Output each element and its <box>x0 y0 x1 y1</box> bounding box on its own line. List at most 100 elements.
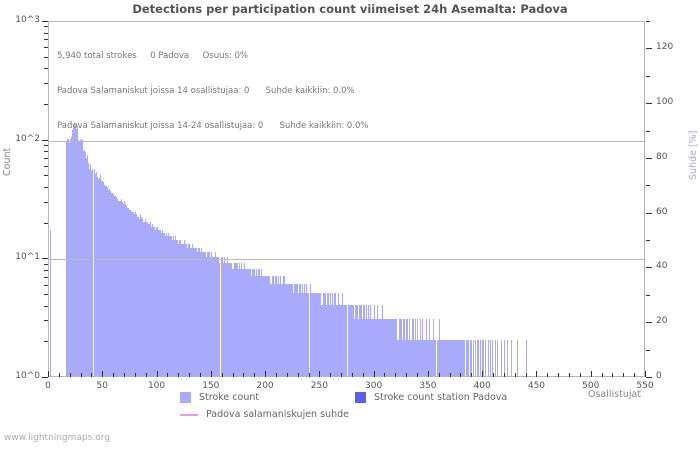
histogram-bar <box>251 268 254 376</box>
histogram-bar <box>149 221 152 376</box>
histogram-bar <box>357 304 359 376</box>
histogram-bar <box>247 268 249 376</box>
histogram-bar <box>132 212 134 376</box>
histogram-bar <box>449 340 451 376</box>
histogram-bar <box>145 221 147 376</box>
histogram-bar <box>160 233 162 376</box>
histogram-bar <box>444 340 446 376</box>
histogram-bar <box>287 283 289 376</box>
histogram-bar <box>495 340 497 376</box>
y-tick-minor <box>44 186 48 188</box>
histogram-bar <box>223 257 225 376</box>
histogram-bar <box>179 240 181 376</box>
histogram-bar <box>258 268 260 376</box>
x-tick-minor <box>58 373 60 377</box>
histogram-bar <box>380 319 382 376</box>
x-tick-minor <box>384 373 386 377</box>
histogram-bar <box>203 252 205 376</box>
x-tick-minor <box>91 373 93 377</box>
histogram-bar <box>236 262 238 376</box>
histogram-bar <box>182 243 184 376</box>
y2-tick-major <box>646 212 652 214</box>
y2-tick-major <box>646 267 652 269</box>
y2-tick-minor <box>646 294 650 296</box>
annotation-line-3: Padova Salamaniskut joissa 14-24 osallis… <box>57 120 369 131</box>
histogram-bar <box>281 283 283 376</box>
histogram-bar <box>218 257 220 376</box>
histogram-bar <box>157 230 159 376</box>
x-tick-minor <box>612 373 614 377</box>
legend-item[interactable]: Stroke count station Padova <box>355 392 507 403</box>
x-tick-minor <box>579 373 581 377</box>
legend-line-marker <box>180 413 198 416</box>
histogram-bar <box>426 340 428 376</box>
legend-label: Stroke count <box>199 392 260 403</box>
histogram-bar <box>371 319 373 376</box>
gridline <box>49 259 644 261</box>
x-tick-major <box>102 371 104 377</box>
legend-item[interactable]: Stroke count <box>180 392 259 403</box>
y-tick-minor <box>44 276 48 278</box>
bars-layer <box>49 22 644 376</box>
x-tick-major <box>319 371 321 377</box>
histogram-bar <box>216 257 218 376</box>
histogram-bar <box>437 340 439 376</box>
histogram-bar <box>192 243 194 376</box>
histogram-bar <box>177 240 179 376</box>
histogram-bar <box>421 340 423 376</box>
histogram-bar <box>130 210 132 376</box>
x-tick-minor <box>351 373 353 377</box>
histogram-bar <box>270 283 272 376</box>
histogram-bar <box>303 293 305 376</box>
y2-tick-label: 80 <box>656 151 668 162</box>
x-tick-major <box>48 371 49 377</box>
histogram-bar <box>416 319 419 376</box>
histogram-bar <box>345 304 347 376</box>
x-tick-label: 200 <box>256 381 274 391</box>
x-tick-minor <box>113 373 115 377</box>
histogram-bar <box>104 184 106 376</box>
histogram-bar <box>249 268 251 376</box>
x-tick-minor <box>525 373 527 377</box>
x-tick-minor <box>134 373 136 377</box>
histogram-bar <box>278 275 280 376</box>
histogram-bar <box>93 169 95 376</box>
x-tick-minor <box>297 373 299 377</box>
histogram-bar <box>269 275 271 376</box>
y-tick-major <box>42 258 48 260</box>
histogram-bar <box>211 257 213 376</box>
x-tick-label: 350 <box>419 381 437 391</box>
x-tick-label: 150 <box>202 381 220 391</box>
histogram-bar <box>375 319 377 376</box>
legend-item[interactable]: Padova salamaniskujen suhde <box>180 409 349 420</box>
x-tick-minor <box>199 373 201 377</box>
histogram-bar <box>414 319 416 376</box>
histogram-bar <box>254 268 256 376</box>
histogram-bar <box>471 340 473 376</box>
histogram-bar <box>463 340 465 376</box>
histogram-bar <box>420 319 422 376</box>
histogram-bar <box>314 293 317 376</box>
histogram-bar <box>158 230 160 376</box>
histogram-bar <box>354 319 356 376</box>
histogram-bar <box>115 195 117 376</box>
histogram-bar <box>410 340 412 376</box>
histogram-bar <box>383 319 385 376</box>
annotation-line-2: Padova Salamaniskut joissa 14 osallistuj… <box>57 85 355 96</box>
histogram-bar <box>359 304 361 376</box>
histogram-bar <box>422 319 424 376</box>
histogram-bar <box>230 262 232 376</box>
y-tick-minor <box>44 32 48 34</box>
histogram-bar <box>219 262 221 376</box>
histogram-bar <box>434 340 436 376</box>
x-tick-label: 550 <box>636 381 654 391</box>
histogram-bar <box>172 236 174 376</box>
histogram-bar <box>173 240 175 376</box>
histogram-bar <box>348 304 350 376</box>
histogram-bar <box>189 243 191 376</box>
histogram-bar <box>351 304 353 376</box>
histogram-bar <box>276 283 279 376</box>
histogram-bar <box>288 283 290 376</box>
histogram-bar <box>117 199 119 376</box>
histogram-bar <box>139 219 141 376</box>
